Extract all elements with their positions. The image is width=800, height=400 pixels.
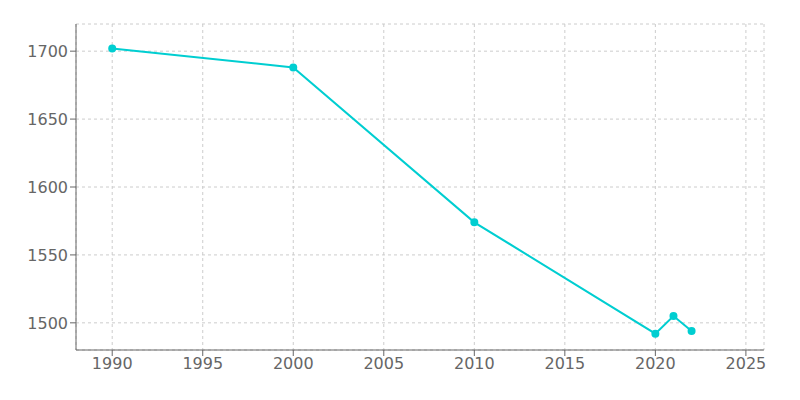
svg-text:2010: 2010: [454, 354, 495, 373]
svg-text:1990: 1990: [92, 354, 133, 373]
svg-text:1550: 1550: [27, 246, 68, 265]
svg-text:2005: 2005: [363, 354, 404, 373]
svg-text:1650: 1650: [27, 110, 68, 129]
svg-text:1700: 1700: [27, 42, 68, 61]
svg-text:1600: 1600: [27, 178, 68, 197]
svg-text:2000: 2000: [273, 354, 314, 373]
svg-text:2015: 2015: [544, 354, 585, 373]
svg-text:1500: 1500: [27, 314, 68, 333]
svg-text:2020: 2020: [635, 354, 676, 373]
svg-text:2025: 2025: [726, 354, 767, 373]
svg-text:1995: 1995: [182, 354, 223, 373]
